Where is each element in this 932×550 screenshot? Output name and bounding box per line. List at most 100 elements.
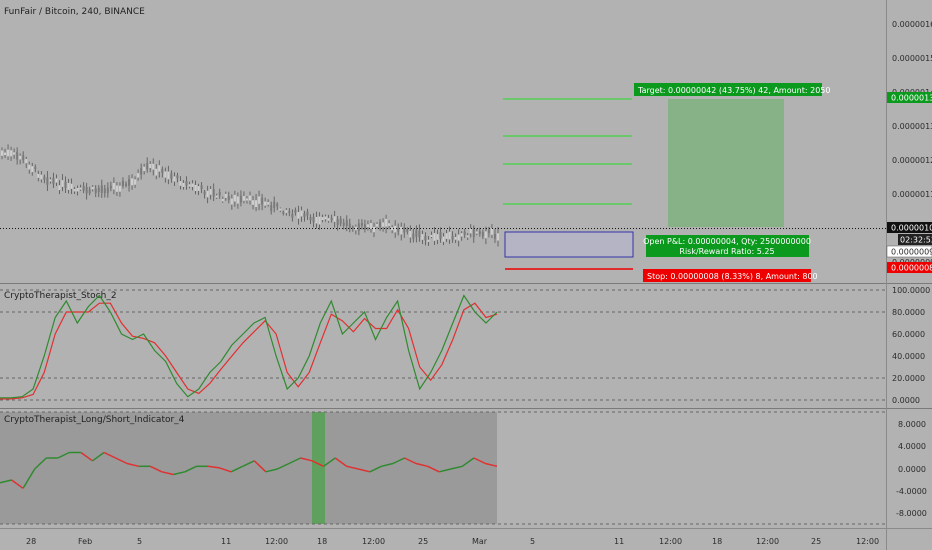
candle xyxy=(155,168,158,176)
price-tick: 0.00000160 xyxy=(892,20,932,29)
candle xyxy=(385,218,388,227)
candle xyxy=(276,203,279,207)
candle xyxy=(28,164,31,170)
candle xyxy=(10,150,13,157)
time-tick: 12:00 xyxy=(856,537,879,546)
stoch-tick: 20.0000 xyxy=(892,374,925,383)
stoch-tick: 80.0000 xyxy=(892,308,925,317)
ls-line-segment xyxy=(415,462,428,468)
ls-line-segment xyxy=(311,460,324,467)
candle xyxy=(315,216,318,224)
ls-axis[interactable]: 8.0000 4.0000 0.0000 -4.0000 -8.0000 xyxy=(896,420,927,518)
ls-line-segment xyxy=(427,465,440,473)
ls-line-segment xyxy=(22,468,36,489)
candle xyxy=(354,226,357,231)
candle xyxy=(427,239,430,242)
stoch-title[interactable]: CryptoTherapist_Stoch_2 xyxy=(4,291,117,301)
candle xyxy=(357,223,360,231)
candle xyxy=(294,209,297,213)
candle xyxy=(424,235,427,241)
candle xyxy=(194,184,197,191)
price-tick: 0.00000120 xyxy=(892,156,932,165)
candle xyxy=(309,217,312,221)
ls-line-segment xyxy=(115,457,128,465)
stoch-axis[interactable]: 100.0000 80.0000 60.0000 40.0000 20.0000… xyxy=(892,286,930,405)
stop-price-tag-text: 0.00000088 xyxy=(891,264,932,273)
time-tick: 5 xyxy=(137,537,142,546)
candle xyxy=(100,185,103,193)
ls-line-segment xyxy=(392,457,405,465)
candle xyxy=(412,233,415,239)
candle xyxy=(403,227,406,233)
ls-tick: 8.0000 xyxy=(898,420,926,429)
time-axis[interactable]: 28 Feb 5 11 12:00 18 12:00 25 Mar 5 11 1… xyxy=(26,537,879,546)
candle xyxy=(91,186,94,190)
candle xyxy=(206,190,209,198)
candle xyxy=(493,233,496,239)
candle xyxy=(445,233,448,239)
ls-tick: -8.0000 xyxy=(896,509,927,518)
candle xyxy=(31,166,34,173)
candle xyxy=(140,168,143,175)
candle xyxy=(306,211,309,216)
candle xyxy=(70,183,73,189)
ls-shaded-area xyxy=(0,412,497,524)
candle xyxy=(457,234,460,241)
candle xyxy=(212,189,215,197)
candle xyxy=(406,229,409,233)
time-tick: 28 xyxy=(26,537,36,546)
time-tick: 12:00 xyxy=(265,537,288,546)
ls-line-segment xyxy=(265,468,278,473)
ls-line-segment xyxy=(207,465,220,469)
stoch-levels xyxy=(0,289,886,401)
ls-levels xyxy=(0,411,886,525)
ls-line-segment xyxy=(450,465,463,470)
candle xyxy=(484,231,487,239)
candle xyxy=(321,217,324,221)
candle xyxy=(34,166,37,170)
candle xyxy=(373,226,375,233)
entry-box[interactable] xyxy=(504,231,634,258)
candle xyxy=(121,180,124,186)
stop-price-tag xyxy=(887,262,932,273)
ls-indicator-line xyxy=(0,451,498,489)
candle xyxy=(209,189,212,195)
candle xyxy=(439,232,442,239)
candle xyxy=(161,168,164,173)
stoch-tick: 40.0000 xyxy=(892,352,925,361)
ls-line-segment xyxy=(300,457,313,462)
candle xyxy=(348,223,351,228)
candle xyxy=(345,219,348,226)
candle xyxy=(270,205,273,211)
candle xyxy=(252,200,255,205)
candle xyxy=(49,179,52,182)
candle xyxy=(463,231,466,235)
ls-line-segment xyxy=(161,471,174,476)
candle xyxy=(472,229,475,238)
candle xyxy=(242,196,245,201)
candle xyxy=(324,216,327,220)
long-position-tool[interactable]: Target: 0.00000042 (43.75%) 42, Amount: … xyxy=(503,83,830,282)
candle xyxy=(43,176,46,180)
candle xyxy=(288,210,291,214)
candle xyxy=(430,234,433,237)
pnl-label-box xyxy=(646,235,809,257)
countdown-tag xyxy=(898,234,932,245)
ls-title[interactable]: CryptoTherapist_Long/Short_Indicator_4 xyxy=(4,415,185,425)
stoch-tick: 60.0000 xyxy=(892,330,925,339)
candle xyxy=(137,173,140,178)
ls-highlight-bar xyxy=(312,412,325,524)
candle xyxy=(215,195,218,198)
symbol-title[interactable]: FunFair / Bitcoin, 240, BINANCE xyxy=(4,7,145,17)
price-candles[interactable] xyxy=(1,144,499,247)
ls-line-segment xyxy=(92,451,105,462)
candle xyxy=(300,210,303,217)
candle xyxy=(125,183,127,186)
price-axis[interactable]: 0.00000160 0.00000150 0.00000140 0.00000… xyxy=(886,20,932,273)
candle xyxy=(170,173,173,179)
time-tick: 18 xyxy=(712,537,722,546)
candle xyxy=(369,223,372,229)
candle xyxy=(13,152,16,155)
ls-line-segment xyxy=(369,465,382,473)
